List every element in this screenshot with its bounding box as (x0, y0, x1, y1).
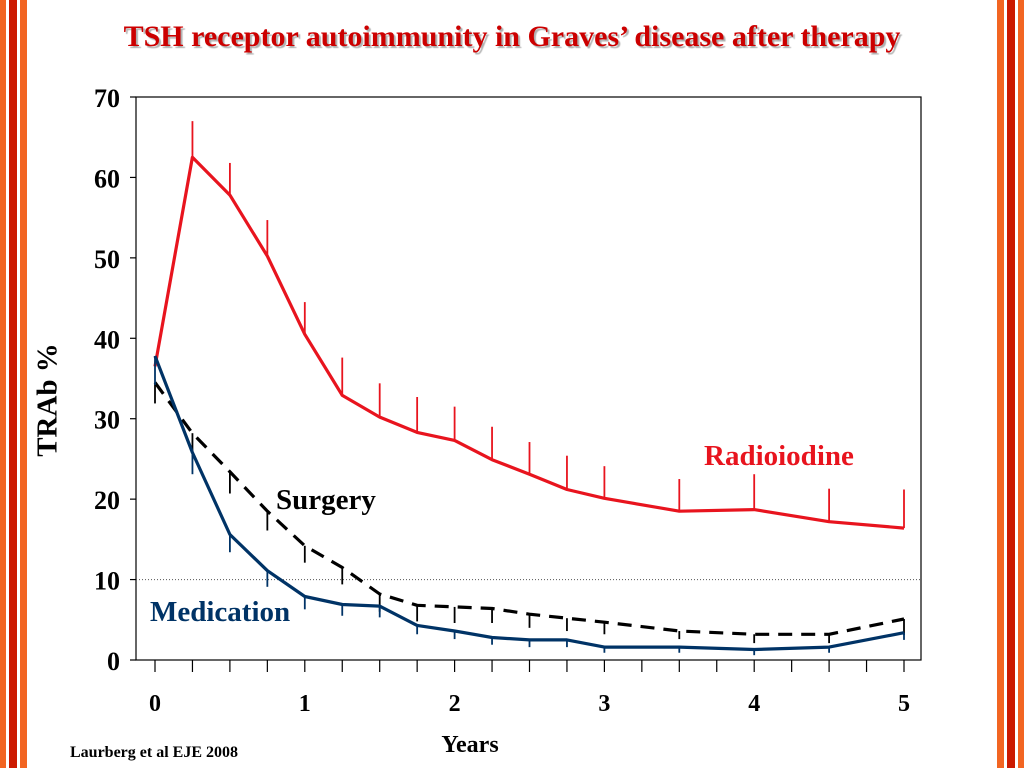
slide-title: TSH receptor autoimmunity in Graves’ dis… (123, 20, 901, 53)
y-axis-label: TRAb % (31, 343, 64, 457)
border-stripe (1007, 0, 1015, 768)
border-stripe (1004, 0, 1007, 768)
y-tick-label: 10 (94, 567, 120, 596)
right-border (994, 0, 1024, 768)
chart-series (153, 121, 905, 656)
border-stripe (0, 0, 6, 768)
border-stripe (1018, 0, 1024, 768)
x-tick-label: 4 (748, 691, 760, 717)
border-stripe (17, 0, 20, 768)
x-tick-label: 2 (449, 691, 461, 717)
x-axis-label: Years (441, 732, 499, 758)
y-tick-label: 40 (94, 325, 120, 354)
radioiodine-label: Radioiodine (704, 440, 854, 472)
border-stripe (20, 0, 27, 768)
border-stripe (9, 0, 17, 768)
chart-axes: 0 10 20 30 40 50 60 70 0 1 2 3 4 5 (94, 84, 922, 717)
x-tick-label: 1 (299, 691, 311, 717)
x-tick-label: 5 (898, 691, 910, 717)
y-tick-label: 30 (94, 406, 120, 435)
x-tick-label: 3 (598, 691, 610, 717)
border-stripe (1015, 0, 1018, 768)
x-tick-label: 0 (149, 691, 161, 717)
left-border (0, 0, 30, 768)
border-stripe (997, 0, 1004, 768)
y-tick-label: 20 (94, 486, 120, 515)
y-tick-label: 70 (94, 84, 120, 113)
y-tick-label: 0 (107, 647, 120, 676)
border-stripe (6, 0, 9, 768)
surgery-label: Surgery (276, 484, 376, 516)
y-tick-label: 50 (94, 245, 120, 274)
medication-label: Medication (150, 596, 291, 628)
plot-frame (135, 96, 922, 661)
radioiodine-series-line (153, 155, 905, 530)
y-tick-label: 60 (94, 164, 120, 193)
medication-series-line (153, 355, 905, 652)
citation: Laurberg et al EJE 2008 (70, 744, 238, 761)
